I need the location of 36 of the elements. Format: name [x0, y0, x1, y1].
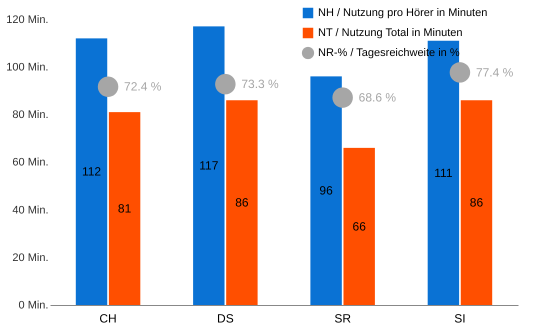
data-label: 77.4 % — [476, 65, 514, 80]
bar — [343, 148, 375, 305]
y-tick-label: 80 Min. — [12, 109, 48, 122]
y-tick-label: 20 Min. — [12, 252, 48, 264]
bar — [310, 76, 342, 305]
legend-label: NH / Nutzung pro Hörer in Minuten — [318, 7, 488, 19]
data-label: 86 — [235, 196, 249, 210]
data-label: 112 — [82, 164, 102, 179]
y-tick-label: 60 Min. — [12, 156, 48, 169]
x-tick-label: SI — [454, 312, 466, 326]
data-label: 86 — [470, 196, 484, 210]
point — [215, 74, 236, 94]
bar — [108, 112, 140, 305]
x-tick-label: CH — [99, 312, 117, 326]
bar — [226, 100, 258, 305]
data-label: 73.3 % — [241, 77, 280, 92]
data-label: 117 — [199, 158, 219, 173]
data-label: 66 — [352, 219, 366, 234]
y-tick-label: 40 Min. — [12, 204, 48, 216]
bar — [460, 100, 492, 305]
data-label: 81 — [118, 202, 132, 216]
y-tick-label: 120 Min. — [6, 14, 48, 26]
y-tick-label: 0 Min. — [18, 300, 48, 312]
data-label: 111 — [434, 166, 453, 180]
point — [450, 62, 470, 83]
data-label: 96 — [319, 184, 334, 198]
y-tick-label: 100 Min. — [6, 61, 48, 74]
legend-label: NT / Nutzung Total in Minuten — [318, 27, 463, 39]
point — [332, 87, 353, 108]
point — [98, 76, 118, 97]
data-label: 72.4 % — [124, 80, 162, 94]
bar — [76, 38, 108, 305]
data-label: 68.6 % — [358, 90, 396, 105]
x-tick-label: SR — [334, 312, 352, 326]
bar — [193, 26, 225, 305]
x-tick-label: DS — [217, 312, 234, 326]
